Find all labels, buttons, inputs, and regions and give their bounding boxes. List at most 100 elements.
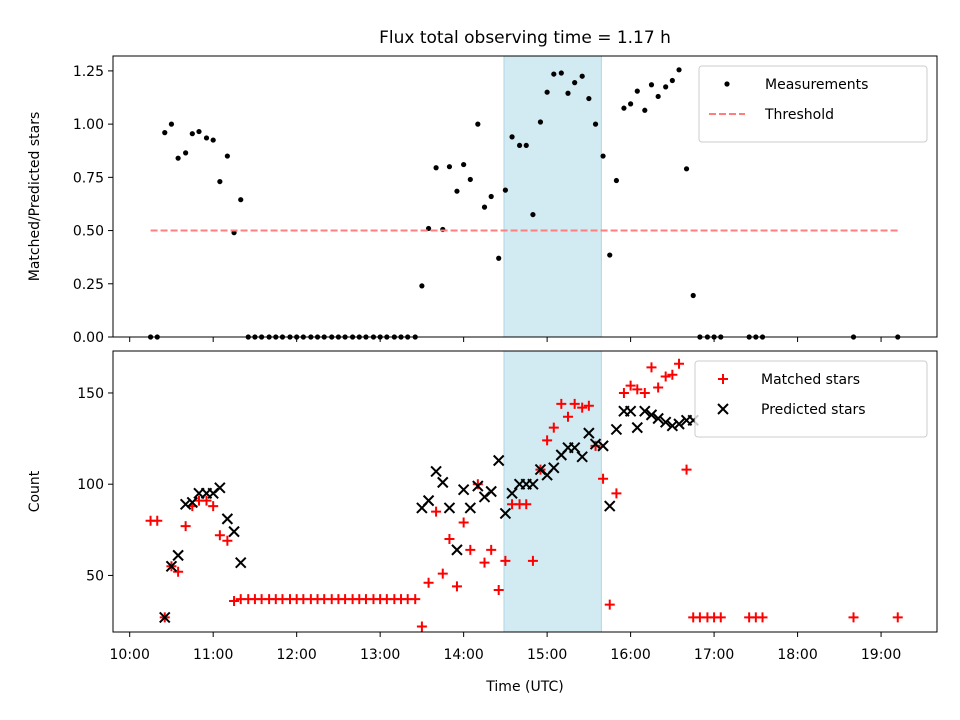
data-point	[500, 555, 511, 566]
data-point	[472, 479, 483, 490]
data-point	[423, 577, 434, 588]
x-tick-label: 13:00	[360, 647, 400, 663]
data-point	[433, 165, 439, 171]
data-point	[639, 405, 651, 417]
legend-box	[698, 65, 928, 143]
data-point	[203, 135, 210, 141]
data-point	[422, 494, 435, 507]
data-point	[659, 416, 672, 428]
data-point	[674, 358, 685, 369]
data-point	[579, 73, 585, 79]
y-tick-label: 100	[77, 477, 104, 493]
data-point	[416, 621, 427, 632]
y-tick-label: 50	[86, 568, 104, 584]
data-point	[475, 121, 481, 127]
data-point	[467, 176, 473, 183]
data-point	[583, 427, 595, 439]
x-tick-label: 10:00	[110, 647, 150, 663]
data-point	[235, 556, 247, 569]
data-point	[848, 612, 859, 623]
data-point	[576, 451, 588, 463]
data-point	[152, 515, 163, 526]
data-point	[530, 211, 536, 218]
data-point	[180, 521, 191, 532]
data-point	[451, 581, 462, 592]
data-point	[238, 197, 244, 203]
data-point	[624, 405, 637, 417]
data-point	[667, 369, 678, 380]
data-point	[492, 454, 505, 467]
data-point	[604, 500, 616, 512]
chart-title: Flux total observing time = 1.17 h	[379, 28, 671, 48]
data-point	[496, 255, 502, 261]
data-point	[757, 612, 768, 623]
legend-swatch	[717, 403, 729, 415]
data-point	[201, 495, 212, 506]
data-point	[179, 498, 192, 510]
data-point	[516, 142, 523, 149]
data-point	[568, 442, 581, 454]
data-point	[666, 420, 679, 432]
data-point	[451, 544, 463, 556]
y-axis-label: Matched/Predicted stars	[27, 112, 43, 282]
legend-swatch	[718, 374, 728, 384]
data-point	[183, 150, 189, 156]
data-point	[592, 121, 599, 127]
data-point	[162, 130, 168, 136]
bottom-panel-counts: 50 100 150 10:00 11:00 12:00 13:00 14:00 15:00 16…	[27, 350, 938, 663]
data-point	[521, 499, 532, 510]
data-point	[565, 90, 571, 96]
data-point	[577, 402, 588, 413]
data-point	[446, 164, 453, 170]
data-point	[506, 487, 518, 500]
data-point	[431, 506, 442, 517]
legend-label: Measurements	[765, 77, 868, 93]
data-point	[410, 594, 421, 605]
x-tick-label: 14:00	[443, 647, 483, 663]
data-point	[610, 423, 623, 436]
y-tick-label: 1.00	[73, 117, 104, 133]
legend-label: Matched stars	[761, 372, 860, 388]
data-point	[669, 77, 675, 84]
data-point	[544, 89, 550, 95]
y-tick-label: 0.00	[73, 330, 104, 346]
data-point	[676, 67, 682, 73]
data-point	[642, 107, 648, 113]
data-point	[159, 611, 171, 624]
data-point	[562, 411, 573, 422]
data-point	[681, 464, 692, 475]
data-point	[479, 557, 490, 568]
data-point	[228, 525, 240, 538]
data-point	[590, 440, 601, 451]
data-point	[645, 409, 658, 421]
y-axis-label: Count	[27, 470, 43, 512]
data-point	[597, 440, 609, 452]
legend-label: Threshold	[764, 107, 834, 123]
data-point	[628, 101, 634, 107]
data-point	[892, 612, 903, 623]
data-point	[604, 599, 615, 610]
data-point	[486, 544, 497, 555]
y-tick-label: 0.75	[73, 170, 104, 186]
data-point	[611, 488, 622, 499]
data-point	[189, 131, 195, 137]
data-point	[556, 398, 567, 409]
data-point	[464, 502, 477, 514]
observing-window-shade	[503, 56, 602, 337]
data-point	[472, 480, 484, 492]
data-point	[454, 188, 460, 194]
data-point	[634, 88, 640, 94]
data-point	[481, 204, 488, 210]
data-point	[210, 137, 216, 143]
data-point	[673, 418, 685, 430]
observing-window-shade	[503, 351, 602, 632]
data-point	[444, 533, 455, 544]
data-point	[186, 496, 199, 509]
data-point	[217, 178, 223, 185]
series-matched-stars	[145, 358, 903, 632]
legend: Measurements Threshold	[698, 65, 928, 143]
data-point	[465, 544, 476, 555]
data-point	[607, 252, 613, 258]
legend-box	[694, 360, 928, 438]
data-point	[613, 177, 620, 184]
